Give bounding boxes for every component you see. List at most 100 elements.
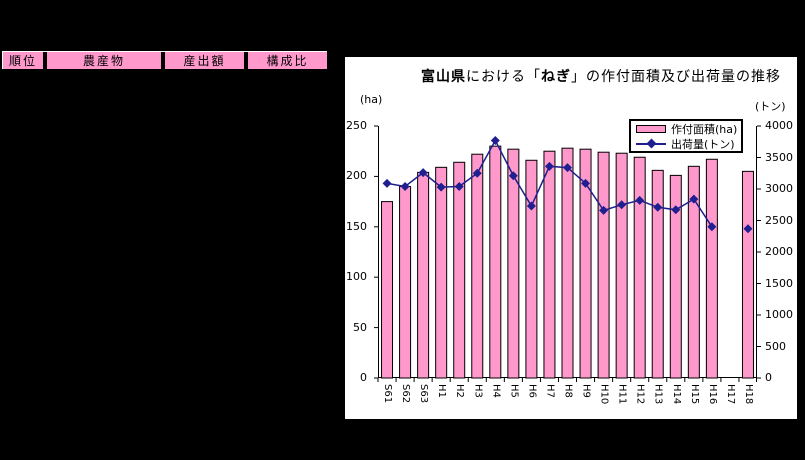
x-axis-label-H13: H13: [652, 384, 664, 405]
bar-H5: [507, 148, 520, 379]
x-axis-label-H12: H12: [634, 384, 646, 405]
x-axis-labels: S61 S62 S63 H1 H2 H3 H4 H5 H6 H7 H8 H9 H10 H11 H12 H13 H…: [378, 384, 757, 417]
bar-H16: [705, 158, 718, 379]
bar-H3: [471, 153, 484, 379]
legend[interactable]: 作付面積(ha) 出荷量(トン): [629, 119, 743, 153]
legend-item-area: 作付面積(ha): [631, 121, 741, 136]
diamond-point-H18: [743, 224, 753, 234]
legend-label-area: 作付面積(ha): [671, 122, 738, 136]
diamond-point-S63: [418, 168, 428, 178]
bar-H9: [579, 148, 592, 379]
legend-item-shipment: 出荷量(トン): [631, 136, 741, 151]
bar-H14: [669, 174, 682, 379]
line-marker-swatch-icon: [636, 138, 666, 149]
right-axis-tick-label: 4000: [765, 119, 793, 132]
bar-H6: [525, 159, 538, 379]
x-axis-label-H6: H6: [526, 384, 538, 398]
bar-H12: [633, 156, 646, 379]
left-axis-unit: (ha): [360, 93, 383, 106]
diamond-point-H7: [544, 161, 554, 171]
left-axis-tick-label: 50: [353, 320, 367, 334]
right-axis-tick-label: 1500: [765, 276, 793, 290]
diamond-point-H12: [635, 195, 645, 205]
diamond-point-H16: [707, 222, 717, 232]
bar-H13: [651, 169, 664, 379]
chart-title: 富山県における「ねぎ」の作付面積及び出荷量の推移: [345, 66, 797, 86]
diamond-point-H15: [689, 194, 699, 204]
right-axis-unit: (トン): [755, 100, 786, 113]
bar-H4: [489, 145, 502, 379]
x-axis-label-H15: H15: [688, 384, 700, 405]
x-axis-label-H10: H10: [598, 384, 610, 405]
x-axis-label-H17: H17: [724, 384, 736, 405]
bar-S62: [399, 185, 412, 379]
right-axis-tick-label: 3000: [765, 182, 793, 195]
x-axis-label-H8: H8: [562, 384, 574, 398]
diamond-point-H1: [436, 182, 446, 192]
diamond-point-H6: [526, 201, 536, 211]
bar-H10: [597, 151, 610, 379]
right-axis-tick-label: 3500: [765, 150, 793, 164]
diamond-point-H3: [472, 168, 482, 178]
x-axis-label-H3: H3: [472, 384, 484, 398]
bar-H15: [687, 165, 700, 379]
left-axis-tick-label: 0: [360, 371, 367, 384]
right-axis-tick-label: 2000: [765, 245, 793, 258]
x-axis-label-H1: H1: [436, 384, 448, 398]
x-axis-label-H11: H11: [616, 384, 628, 405]
diamond-point-H8: [563, 163, 572, 173]
header-cell-rank[interactable]: 順位: [3, 52, 43, 69]
diamond-point-H5: [508, 171, 518, 181]
chart-title-prefecture: 富山県: [421, 69, 466, 85]
bar-H1: [435, 166, 448, 379]
header-cell-output[interactable]: 産出額: [165, 52, 244, 69]
chart-title-tail: 」の作付面積及び出荷量の推移: [571, 69, 781, 85]
left-axis-tick-label: 150: [346, 219, 367, 233]
bar-S61: [381, 201, 394, 379]
diamond-point-S61: [382, 178, 392, 188]
header-cell-ratio[interactable]: 構成比: [248, 52, 327, 69]
right-axis-tick-label: 2500: [765, 213, 793, 227]
diamond-point-H14: [671, 205, 681, 215]
diamond-point-H13: [653, 202, 663, 212]
x-axis-label-H5: H5: [508, 384, 520, 398]
left-axis-tick-label: 200: [346, 169, 367, 183]
diamond-point-H10: [599, 205, 609, 215]
left-axis-labels: 0 50 100 150 200 250: [345, 120, 375, 384]
bar-S63: [417, 171, 430, 379]
bar-swatch-icon: [636, 124, 666, 133]
bar-H2: [453, 161, 466, 379]
left-axis-tick-label: 250: [346, 119, 367, 132]
x-axis-label-S62: S62: [400, 384, 412, 404]
x-axis-label-H18: H18: [742, 384, 754, 405]
bar-H18: [741, 170, 754, 379]
table-header-row: 順位 農産物 産出額 構成比: [2, 51, 327, 69]
diamond-point-S62: [400, 181, 410, 191]
bar-H8: [561, 147, 574, 379]
diamond-point-H9: [581, 178, 591, 188]
plot-area: [374, 125, 761, 382]
x-axis-label-H16: H16: [706, 384, 718, 405]
header-cell-product[interactable]: 農産物: [47, 52, 161, 69]
chart-area[interactable]: 富山県における「ねぎ」の作付面積及び出荷量の推移 (ha) (トン) 0 50 10…: [345, 57, 797, 419]
x-axis-label-S61: S61: [382, 384, 394, 404]
x-axis-label-H14: H14: [670, 384, 682, 405]
left-axis-tick-label: 100: [346, 270, 367, 284]
right-axis-tick-label: 500: [765, 339, 786, 353]
x-axis-label-H7: H7: [544, 384, 556, 398]
right-axis-tick-label: 1000: [765, 308, 793, 321]
diamond-point-H11: [617, 200, 627, 210]
x-axis-label-H9: H9: [580, 384, 592, 398]
chart-title-mid: における「: [466, 69, 541, 85]
bar-H11: [615, 152, 628, 379]
diamond-point-H4: [490, 135, 500, 145]
x-axis-label-H4: H4: [490, 384, 502, 398]
chart-title-crop: ねぎ: [541, 69, 571, 85]
right-axis-labels: 0 500 1000 1500 2000 2500 3000 3500 4000: [763, 120, 797, 384]
legend-label-shipment: 出荷量(トン): [671, 137, 735, 151]
right-axis-tick-label: 0: [765, 371, 772, 384]
x-axis-label-S63: S63: [418, 384, 430, 404]
x-axis-label-H2: H2: [454, 384, 466, 398]
bar-H7: [543, 150, 556, 379]
